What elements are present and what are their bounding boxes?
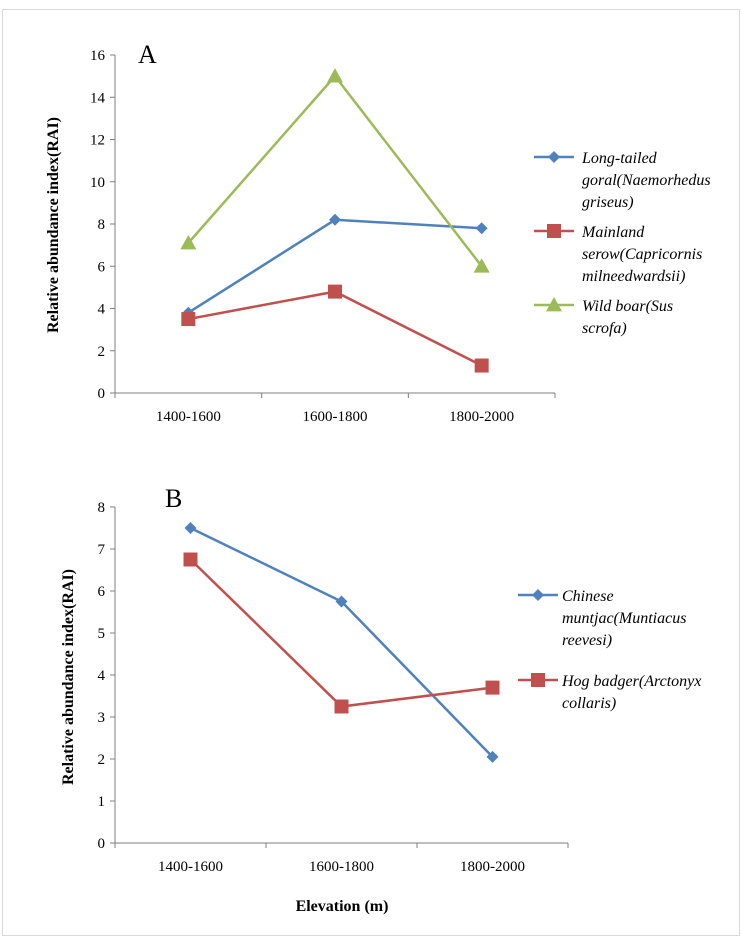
y-tick-label-a: 12 — [90, 133, 105, 149]
legend-marker-b-0 — [532, 589, 544, 601]
legend-marker-a-0 — [548, 151, 560, 163]
legend-entry-a-0: Long-tailed — [581, 150, 658, 167]
legend-marker-a-2 — [546, 297, 562, 312]
data-point-a-2 — [327, 68, 343, 83]
y-tick-label-b: 3 — [98, 710, 106, 726]
x-tick-label-b: 1400-1600 — [158, 859, 223, 875]
x-tick-label-a: 1600-1800 — [303, 409, 368, 425]
y-tick-label-b: 4 — [98, 668, 106, 684]
data-point-b-0 — [486, 750, 499, 763]
legend-marker-b-1 — [531, 673, 545, 687]
y-axis-label-b: Relative abundance index(RAI) — [60, 569, 77, 785]
x-tick-label-b: 1800-2000 — [460, 859, 525, 875]
y-tick-label-b: 0 — [98, 836, 106, 852]
data-point-b-1 — [334, 699, 349, 714]
y-tick-label-b: 6 — [98, 584, 106, 600]
legend-entry-a-1: milneedwardsii) — [582, 268, 685, 285]
y-tick-label-a: 4 — [98, 302, 106, 318]
legend-entry-b-0: muntjac(Muntiacus — [562, 610, 686, 627]
chart-panel-b: B Relative abundance index(RAI) Elevatio… — [60, 484, 701, 915]
x-tick-label-a: 1800-2000 — [449, 409, 514, 425]
legend-entry-b-1: Hog badger(Arctonyx — [561, 673, 701, 690]
series-line-a-2 — [187, 74, 483, 268]
series-line-b-1 — [189, 558, 493, 708]
y-tick-label-a: 2 — [98, 344, 106, 360]
data-point-a-1 — [474, 358, 489, 373]
x-axis-label: Elevation (m) — [296, 898, 389, 915]
chart-panel-a: A Relative abundance index(RAI) 0 2 4 6 8 10 1… — [45, 40, 711, 425]
y-tick-label-b: 7 — [98, 542, 106, 558]
legend-entry-b-1: collaris) — [562, 695, 616, 712]
y-tick-label-b: 2 — [98, 752, 106, 768]
data-point-b-0 — [335, 595, 348, 608]
legend-entry-a-2: Wild boar(Sus — [582, 298, 673, 315]
legend-entry-b-0: reevesi) — [562, 632, 612, 649]
x-tick-label-b: 1600-1800 — [309, 859, 374, 875]
y-tick-label-b: 5 — [98, 626, 106, 642]
x-tick-label-a: 1400-1600 — [156, 409, 221, 425]
y-tick-label-b: 8 — [98, 500, 106, 516]
series-line-b-0 — [189, 526, 494, 758]
legend-marker-a-1 — [547, 224, 561, 238]
data-point-a-1 — [328, 284, 342, 299]
legend-entry-a-2: scrofa) — [582, 320, 627, 337]
data-point-b-1 — [183, 552, 198, 567]
figure-frame — [2, 9, 740, 936]
y-tick-label-a: 6 — [98, 259, 106, 275]
data-point-b-1 — [485, 680, 500, 695]
data-point-a-1 — [181, 312, 196, 327]
y-axis-label-a: Relative abundance index(RAI) — [45, 117, 62, 333]
legend-entry-b-0: Chinese — [562, 588, 614, 605]
y-tick-label-b: 1 — [98, 794, 106, 810]
series-line-a-0 — [187, 218, 482, 314]
y-tick-label-a: 10 — [90, 175, 105, 191]
data-point-a-0 — [475, 222, 488, 235]
data-point-b-0 — [184, 522, 197, 534]
legend-entry-a-0: goral(Naemorhedus — [582, 172, 711, 189]
series-line-a-1 — [188, 290, 483, 367]
data-point-a-2 — [180, 235, 197, 250]
panel-label-a: A — [138, 40, 157, 69]
panel-label-b: B — [165, 484, 182, 513]
y-tick-label-a: 0 — [98, 386, 106, 402]
legend-entry-a-0: griseus) — [582, 194, 634, 211]
data-point-a-2 — [473, 258, 490, 273]
y-tick-label-a: 14 — [90, 90, 106, 106]
legend-entry-a-1: serow(Capricornis — [582, 246, 702, 263]
y-tick-label-a: 16 — [90, 48, 106, 64]
legend-entry-a-1: Mainland — [581, 224, 645, 241]
y-tick-label-a: 8 — [98, 217, 106, 233]
data-point-a-0 — [329, 213, 341, 226]
